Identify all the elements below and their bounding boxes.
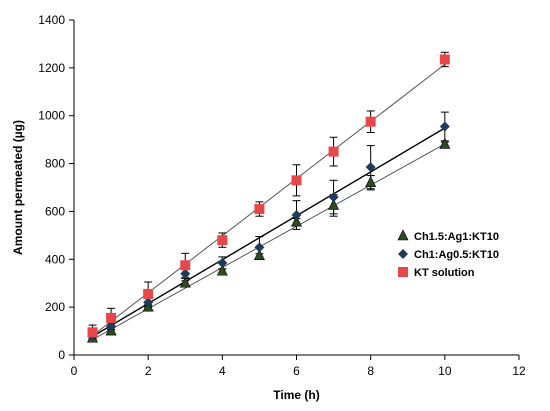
data-point xyxy=(143,288,154,299)
data-point xyxy=(291,210,302,221)
legend-marker-triangle xyxy=(397,229,409,241)
x-tick-label: 10 xyxy=(438,364,452,378)
legend-label: KT solution xyxy=(414,267,475,279)
x-tick-label: 0 xyxy=(71,364,78,378)
y-tick-label: 600 xyxy=(45,204,65,218)
legend: Ch1.5:Ag1:KT10 Ch1:Ag0.5:KT10 KT solutio… xyxy=(397,229,499,279)
data-point xyxy=(180,260,191,271)
data-point xyxy=(439,121,450,132)
data-point xyxy=(328,192,339,203)
data-point xyxy=(180,268,191,279)
data-point xyxy=(291,175,302,186)
x-tick-label: 2 xyxy=(145,364,152,378)
legend-item: Ch1.5:Ag1:KT10 xyxy=(397,229,499,243)
data-point xyxy=(143,297,154,308)
y-tick-label: 1200 xyxy=(38,61,65,75)
data-point xyxy=(253,249,265,260)
legend-marker-square xyxy=(398,267,408,277)
data-point xyxy=(439,137,451,149)
data-point xyxy=(365,176,377,188)
x-tick-label: 4 xyxy=(219,364,226,378)
data-point xyxy=(87,327,98,338)
legend-marker-shape xyxy=(398,267,408,277)
data-point xyxy=(439,54,450,65)
data-point xyxy=(106,321,117,332)
data-point xyxy=(254,242,265,253)
y-tick-label: 1000 xyxy=(38,109,65,123)
legend-label: Ch1.5:Ag1:KT10 xyxy=(414,231,499,243)
x-tick-label: 12 xyxy=(512,364,526,378)
error-bars xyxy=(88,51,449,340)
data-point xyxy=(216,264,228,276)
legend-item: Ch1:Ag0.5:KT10 xyxy=(398,249,499,261)
data-point xyxy=(291,215,302,227)
y-tick-label: 400 xyxy=(45,252,65,266)
data-points xyxy=(87,54,451,343)
legend-label: Ch1:Ag0.5:KT10 xyxy=(414,249,499,261)
data-point xyxy=(217,235,228,246)
y-tick-label: 1400 xyxy=(38,13,65,27)
legend-marker-shape xyxy=(398,249,408,259)
y-tick-label: 0 xyxy=(58,348,65,362)
data-point xyxy=(179,276,191,288)
legend-marker-diamond xyxy=(398,249,408,259)
legend-item: KT solution xyxy=(398,267,475,279)
y-tick-label: 200 xyxy=(45,300,65,314)
data-point xyxy=(328,198,340,210)
x-tick-label: 6 xyxy=(293,364,300,378)
y-axis-title: Amount permeated (µg) xyxy=(11,120,25,255)
data-point xyxy=(254,204,265,215)
x-axis-title: Time (h) xyxy=(273,388,319,402)
data-point xyxy=(217,257,228,268)
y-tick-label: 800 xyxy=(45,157,65,171)
legend-marker-shape xyxy=(397,229,409,241)
data-point xyxy=(365,116,376,127)
ticks: 0 2 4 6 8 10 12 0 200 400 600 800 1000 1200 1400 xyxy=(38,13,526,378)
data-point xyxy=(365,162,376,173)
data-point xyxy=(328,146,339,157)
x-tick-label: 8 xyxy=(367,364,374,378)
data-point xyxy=(106,312,117,323)
